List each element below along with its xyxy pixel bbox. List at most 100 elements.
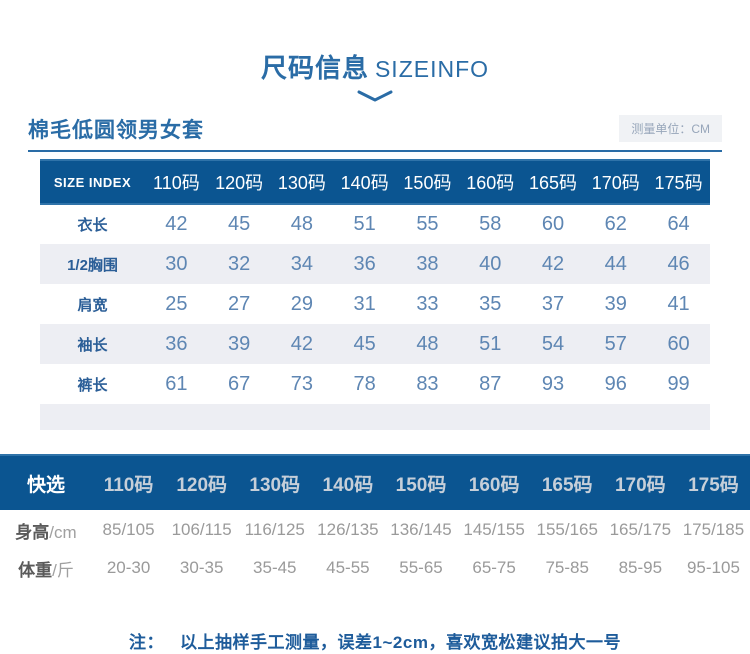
cell-value [145,404,208,430]
cell-value: 37 [541,292,565,315]
column-header: 120码 [165,454,239,510]
size-table-body: 衣长 42 45 48 51 55 58 60 62 64 1/2胸围 30 32 34 36 38 40 42 4… [40,204,710,430]
cell-value: 45 [228,213,251,235]
cell-value: 29 [290,292,314,315]
column-header: 150码 [396,159,459,205]
header-divider [28,150,722,152]
cell-value: 106/115 [171,520,232,539]
row-label-unit: /斤 [52,560,74,580]
table-row: 身高/cm 85/105 106/115 116/125 126/135 136/145 1… [0,510,750,550]
cell-value: 85/105 [102,520,155,539]
cell-value [396,404,459,430]
cell-value: 36 [353,252,376,275]
cell-value: 45 [353,332,376,355]
cell-value: 67 [228,372,251,395]
column-header: 140码 [333,159,397,205]
cell-value: 40 [479,252,502,275]
cell-value: 25 [165,292,188,315]
cell-value: 54 [541,332,565,355]
cell-value: 45-55 [326,558,370,577]
cell-value: 20-30 [106,558,151,577]
cell-value: 85-95 [618,558,663,577]
cell-value: 48 [416,332,439,355]
cell-value: 175/185 [682,520,745,539]
cell-value: 46 [667,252,690,275]
product-name: 棉毛低圆领男女套 [28,119,204,142]
cell-value: 155/165 [536,520,598,539]
cell-value: 32 [228,252,251,275]
section-title-en: SIZEINFO [374,56,490,82]
cell-value [271,404,334,430]
column-header: 175码 [676,454,750,510]
cell-value [333,404,396,430]
column-header: 170码 [584,159,648,205]
cell-value: 39 [228,332,251,355]
table-row: 袖长 36 39 42 45 48 51 54 57 60 [40,324,710,364]
header-row: SIZE INDEX 110码 120码 130码 140码 150码 160码 165码 17… [40,159,710,205]
quick-table-body: 身高/cm 85/105 106/115 116/125 126/135 136/145 1… [0,510,750,586]
cell-value: 42 [541,252,565,275]
size-table-header: SIZE INDEX 110码 120码 130码 140码 150码 160码 165码 17… [40,159,710,205]
cell-value: 48 [290,213,314,235]
cell-value: 42 [165,213,188,235]
cell-value: 83 [416,372,439,395]
cell-value: 62 [604,213,627,235]
cell-value: 31 [353,292,376,315]
note-prefix: 注： [129,633,165,652]
quick-table-header: 快选 110码 120码 130码 140码 150码 160码 165码 170码 175码 [0,454,750,510]
cell-value: 30 [165,252,188,275]
cell-value: 44 [604,252,627,275]
column-header: 165码 [530,454,604,510]
row-label [40,404,145,430]
cell-value: 27 [228,292,251,315]
header-row: 快选 110码 120码 130码 140码 150码 160码 165码 170码 175码 [0,454,750,510]
cell-value: 55-65 [399,558,443,577]
cell-value: 39 [604,292,627,315]
cell-value: 145/155 [463,520,525,539]
cell-value: 96 [604,372,627,395]
note-body: 以上抽样手工测量，误差1~2cm，喜欢宽松建议拍大一号 [180,633,621,652]
table-row: 1/2胸围 30 32 34 36 38 40 42 44 46 [40,244,710,284]
row-label-unit: /cm [49,522,77,542]
cell-value: 99 [667,372,690,395]
column-header: 160码 [457,454,531,510]
cell-value: 33 [416,292,439,315]
product-header: 棉毛低圆领男女套 测量单位：CM [28,114,722,144]
cell-value: 51 [353,213,376,235]
cell-value: 34 [290,252,314,275]
cell-value: 60 [667,332,690,355]
chevron-down-icon [0,90,750,104]
cell-value [522,404,585,430]
row-label: 衣长 [77,217,108,234]
cell-value: 87 [479,372,502,395]
cell-value: 36 [165,332,188,355]
column-header: 130码 [238,454,312,510]
column-header: 110码 [145,159,208,205]
column-header: 170码 [603,454,677,510]
cell-value: 93 [541,372,565,395]
row-label: 肩宽 [77,296,108,314]
table-row: 体重/斤 20-30 30-35 35-45 45-55 55-65 65-75 75-85 8… [0,550,750,586]
row-label: 袖长 [77,336,108,354]
column-header: 150码 [384,454,458,510]
cell-value: 126/135 [317,520,379,539]
cell-value: 95-105 [686,558,740,577]
corner-header: SIZE INDEX [40,159,145,205]
cell-value: 65-75 [472,558,516,577]
row-label: 1/2胸围 [67,256,118,274]
cell-value: 55 [416,213,439,235]
cell-value [208,404,271,430]
cell-value: 42 [290,332,314,355]
cell-value: 116/125 [244,520,305,539]
section-title-cn: 尺码信息 [260,53,369,83]
measure-unit-badge: 测量单位：CM [619,115,722,142]
cell-value: 51 [479,332,502,355]
cell-value: 30-35 [179,558,224,577]
column-header: 160码 [458,159,522,205]
spacer-row [40,404,710,430]
cell-value: 58 [479,213,502,235]
table-row: 裤长 61 67 73 78 83 87 93 96 99 [40,364,710,404]
column-header: 175码 [647,159,710,205]
row-label: 体重/斤 [18,560,74,580]
